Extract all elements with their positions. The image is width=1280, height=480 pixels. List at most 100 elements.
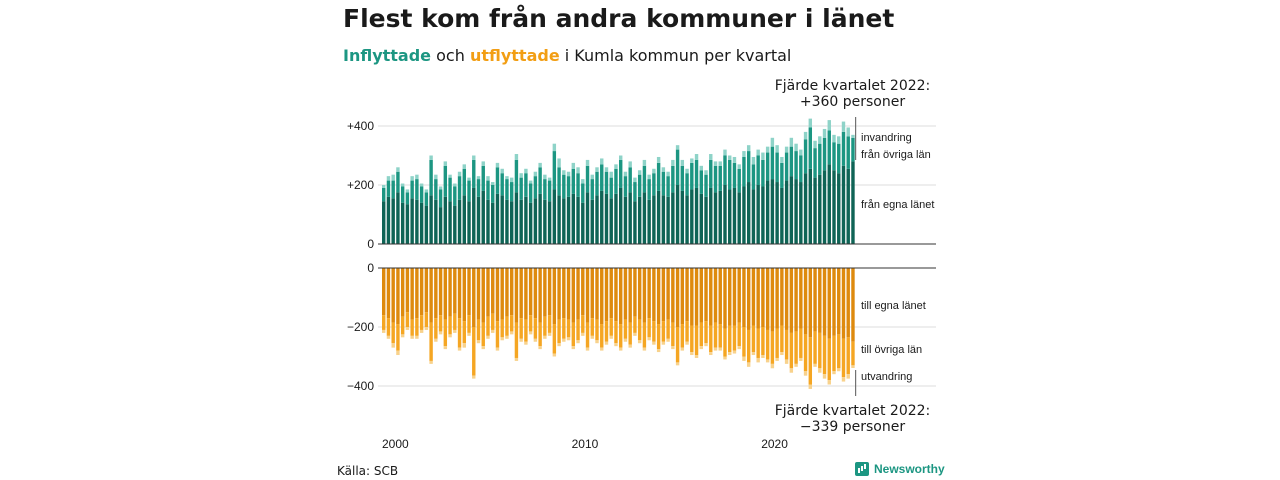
bar-out-other-counties xyxy=(453,313,457,330)
bar-in-own-county xyxy=(386,196,391,244)
bar-out-emigration xyxy=(704,343,708,347)
bar-in-immigration xyxy=(789,137,794,147)
subtitle-outflow: utflyttade xyxy=(469,46,560,65)
bar-out-other-counties xyxy=(396,324,400,351)
label-immigration: invandring xyxy=(861,132,912,144)
bar-out-other-counties xyxy=(694,325,699,356)
bar-in-immigration xyxy=(457,171,462,177)
y-tick-bottom: −400 xyxy=(347,379,374,393)
bar-in-other-counties xyxy=(813,148,817,178)
bar-out-other-counties xyxy=(851,341,855,366)
bar-in-immigration xyxy=(453,183,457,187)
bar-in-own-county xyxy=(652,195,656,244)
bar-out-own-county xyxy=(765,268,770,330)
bar-out-other-counties xyxy=(391,322,395,344)
bar-in-other-counties xyxy=(590,179,594,200)
bar-out-own-county xyxy=(832,268,836,336)
bar-out-other-counties xyxy=(400,316,405,335)
bar-in-own-county xyxy=(647,199,651,244)
bar-out-own-county xyxy=(789,268,794,333)
bar-out-own-county xyxy=(718,268,722,325)
bar-out-emigration xyxy=(699,346,703,350)
bar-out-own-county xyxy=(415,268,419,319)
bar-out-emigration xyxy=(472,375,476,379)
bar-in-own-county xyxy=(585,192,590,244)
bar-out-emigration xyxy=(694,355,699,358)
bar-in-immigration xyxy=(732,156,737,163)
y-tick-top: +400 xyxy=(347,119,374,133)
bar-in-own-county xyxy=(519,199,523,244)
bar-in-other-counties xyxy=(505,179,509,200)
bar-out-emigration xyxy=(661,341,666,345)
bar-in-other-counties xyxy=(832,142,836,171)
bar-out-emigration xyxy=(434,338,438,342)
bar-in-own-county xyxy=(448,201,452,244)
bar-in-own-county xyxy=(581,202,585,244)
bar-in-immigration xyxy=(486,176,490,181)
y-tick-bottom: 0 xyxy=(367,261,374,275)
bar-in-other-counties xyxy=(746,151,751,183)
bar-in-immigration xyxy=(694,154,699,160)
bar-in-own-county xyxy=(756,185,760,244)
bar-out-own-county xyxy=(519,268,523,319)
bar-in-immigration xyxy=(799,149,803,156)
bar-out-emigration xyxy=(675,362,680,366)
bar-in-immigration xyxy=(472,155,476,160)
bar-out-emigration xyxy=(600,347,604,351)
bar-out-own-county xyxy=(467,268,471,316)
bar-in-own-county xyxy=(846,168,850,244)
bar-out-other-counties xyxy=(690,325,694,353)
bar-out-other-counties xyxy=(581,315,585,333)
bar-out-other-counties xyxy=(803,334,808,372)
bar-in-other-counties xyxy=(519,177,523,200)
bar-out-own-county xyxy=(438,268,443,316)
bar-in-other-counties xyxy=(552,151,557,190)
bar-out-other-counties xyxy=(600,324,604,348)
bar-out-own-county xyxy=(737,268,741,323)
bar-in-immigration xyxy=(623,171,628,177)
bar-out-other-counties xyxy=(462,321,466,344)
bar-out-emigration xyxy=(400,334,405,338)
bar-out-emigration xyxy=(851,365,855,369)
bar-in-other-counties xyxy=(794,151,798,180)
bar-in-immigration xyxy=(448,174,452,178)
y-tick-top: +200 xyxy=(347,178,374,192)
bar-out-emigration xyxy=(761,355,765,358)
bar-in-own-county xyxy=(656,190,661,244)
bar-in-other-counties xyxy=(538,167,542,194)
bar-out-other-counties xyxy=(576,319,580,341)
bar-out-own-county xyxy=(794,268,798,332)
bar-in-other-counties xyxy=(808,127,813,169)
bar-in-own-county xyxy=(614,193,618,244)
bar-out-emigration xyxy=(614,343,618,347)
bar-in-own-county xyxy=(547,201,552,244)
bar-out-own-county xyxy=(675,268,680,327)
bar-in-other-counties xyxy=(751,164,756,190)
bar-in-own-county xyxy=(822,170,827,244)
y-tick-bottom: −200 xyxy=(347,320,374,334)
bar-in-other-counties xyxy=(718,165,722,191)
bar-in-other-counties xyxy=(742,156,746,187)
bar-in-immigration xyxy=(841,121,846,132)
bar-in-other-counties xyxy=(486,180,490,200)
bar-out-other-counties xyxy=(737,322,741,347)
bar-out-own-county xyxy=(533,268,538,319)
bar-in-own-county xyxy=(481,190,485,244)
bar-out-other-counties xyxy=(457,318,462,348)
bar-out-emigration xyxy=(457,347,462,351)
bar-out-emigration xyxy=(799,357,803,361)
bar-out-emigration xyxy=(789,368,794,373)
bar-out-other-counties xyxy=(799,328,803,358)
bar-out-own-county xyxy=(637,268,642,320)
logo-text: Newsworthy xyxy=(874,462,945,476)
bar-in-other-counties xyxy=(415,179,419,200)
bar-in-own-county xyxy=(799,182,803,244)
bar-in-own-county xyxy=(770,179,775,244)
bar-out-own-county xyxy=(391,268,395,323)
bar-in-other-counties xyxy=(424,192,429,206)
bar-in-other-counties xyxy=(562,174,566,199)
bar-in-own-county xyxy=(737,192,741,244)
bar-in-immigration xyxy=(671,159,675,166)
bar-out-emigration xyxy=(415,335,419,339)
bar-in-other-counties xyxy=(837,143,841,174)
